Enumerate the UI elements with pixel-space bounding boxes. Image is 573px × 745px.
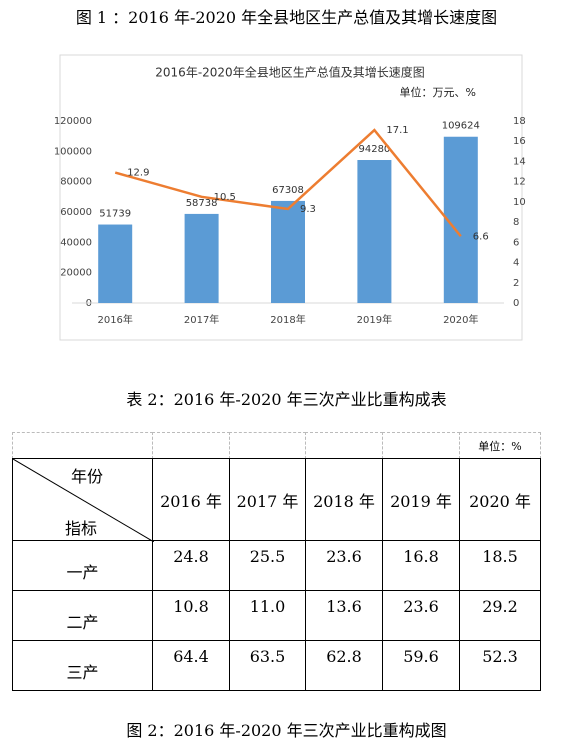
bar — [271, 200, 305, 303]
y-tick-label: 60000 — [60, 207, 92, 218]
bar — [98, 224, 133, 303]
table-cell: 23.6 — [305, 540, 383, 591]
chart-title: 2016年-2020年全县地区生产总值及其增长速度图 — [155, 65, 424, 80]
unit-row-cell — [459, 432, 541, 459]
y-tick-label: 80000 — [60, 177, 92, 188]
table-cell: 23.6 — [382, 590, 460, 641]
unit-row-cell — [12, 432, 153, 459]
x-tick-label: 2018年 — [270, 313, 305, 326]
unit-row-cell — [382, 432, 460, 459]
unit-note: 单位：万元、% — [400, 85, 476, 99]
column-header: 2020 年 — [459, 458, 541, 541]
column-header: 2017 年 — [229, 458, 306, 541]
x-tick-label: 2019年 — [357, 313, 392, 326]
corner-top: 年份 — [71, 467, 104, 486]
y-tick-label: 20000 — [60, 268, 92, 279]
table-cell: 18.5 — [459, 540, 541, 591]
y-tick-label: 120000 — [54, 116, 92, 127]
data-label: 94280 — [358, 144, 390, 155]
y2-tick-label: 4 — [513, 258, 519, 269]
table-cell: 63.5 — [229, 640, 306, 691]
row-header: 一产 — [12, 540, 153, 591]
y2-tick-label: 2 — [513, 278, 519, 289]
x-tick-label: 2017年 — [184, 313, 219, 326]
table-cell: 10.8 — [152, 590, 230, 641]
chart: 2016年-2020年全县地区生产总值及其增长速度图 单位：万元、% 0 2000… — [54, 54, 526, 341]
y-tick-label: 40000 — [60, 237, 92, 248]
data-label: 58738 — [186, 198, 218, 209]
table-cell: 52.3 — [459, 640, 541, 691]
y2-tick-label: 12 — [513, 177, 526, 188]
table-cell: 24.8 — [152, 540, 230, 591]
y2-tick-label: 18 — [513, 116, 526, 127]
data-label: 6.6 — [473, 231, 489, 242]
corner-bottom: 指标 — [65, 519, 98, 538]
data-label: 9.3 — [300, 204, 316, 215]
table-cell: 62.8 — [305, 640, 383, 691]
table-cell: 29.2 — [459, 590, 541, 641]
x-tick-label: 2020年 — [443, 313, 478, 326]
column-header: 2016 年 — [152, 458, 230, 541]
corner-cell: 年份指标 — [12, 458, 154, 542]
unit-row-cell — [229, 432, 306, 459]
data-label: 51739 — [99, 209, 131, 220]
y2-tick-label: 14 — [513, 156, 526, 167]
row-header: 三产 — [12, 640, 153, 691]
line — [114, 128, 462, 238]
table-cell: 13.6 — [305, 590, 383, 641]
bar — [443, 136, 478, 303]
y2-tick-label: 10 — [513, 197, 526, 208]
table-cell: 64.4 — [152, 640, 230, 691]
table-caption: 表 2：2016 年-2020 年三次产业比重构成表 — [126, 390, 447, 409]
x-tick-label: 2016年 — [97, 313, 132, 326]
data-label: 67308 — [272, 185, 304, 196]
y2-tick-label: 0 — [513, 298, 519, 309]
diagonal — [13, 459, 154, 542]
data-label: 109624 — [442, 121, 480, 132]
y-tick-label: 100000 — [54, 146, 92, 157]
data-label: 17.1 — [386, 125, 408, 136]
table-cell: 11.0 — [229, 590, 306, 641]
y2-tick-label: 6 — [513, 237, 519, 248]
y2-tick-label: 8 — [513, 217, 519, 228]
figure-caption: 图 2：2016 年-2020 年三次产业比重构成图 — [126, 721, 447, 740]
table-cell: 25.5 — [229, 540, 306, 591]
table-cell: 16.8 — [382, 540, 460, 591]
y2-tick-label: 16 — [513, 136, 526, 147]
unit-row-cell — [305, 432, 383, 459]
figure-caption: 图 1 ：2016 年-2020 年全县地区生产总值及其增长速度图 — [75, 8, 498, 27]
bar — [357, 160, 392, 303]
data-label: 12.9 — [127, 168, 149, 179]
unit-row-cell — [152, 432, 230, 459]
column-header: 2018 年 — [305, 458, 383, 541]
unit-label: 单位：% — [478, 439, 522, 453]
table-cell: 59.6 — [382, 640, 460, 691]
column-header: 2019 年 — [382, 458, 460, 541]
bar — [184, 213, 219, 303]
row-header: 二产 — [12, 590, 153, 641]
data-label: 10.5 — [214, 192, 236, 203]
